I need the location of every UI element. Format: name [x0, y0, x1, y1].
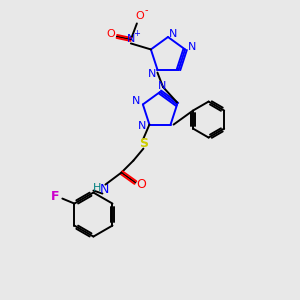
Text: N: N — [138, 121, 147, 130]
Text: N: N — [148, 69, 157, 79]
Text: -: - — [144, 5, 148, 15]
Text: N: N — [127, 34, 135, 44]
Text: N: N — [188, 42, 196, 52]
Text: S: S — [139, 137, 148, 150]
Text: O: O — [136, 178, 146, 191]
Text: O: O — [106, 29, 115, 39]
Text: N: N — [158, 81, 166, 91]
Text: +: + — [134, 29, 140, 38]
Text: F: F — [51, 190, 60, 203]
Text: N: N — [132, 96, 140, 106]
Text: N: N — [169, 29, 177, 39]
Text: N: N — [100, 183, 109, 196]
Text: O: O — [136, 11, 144, 21]
Text: H: H — [93, 183, 102, 193]
